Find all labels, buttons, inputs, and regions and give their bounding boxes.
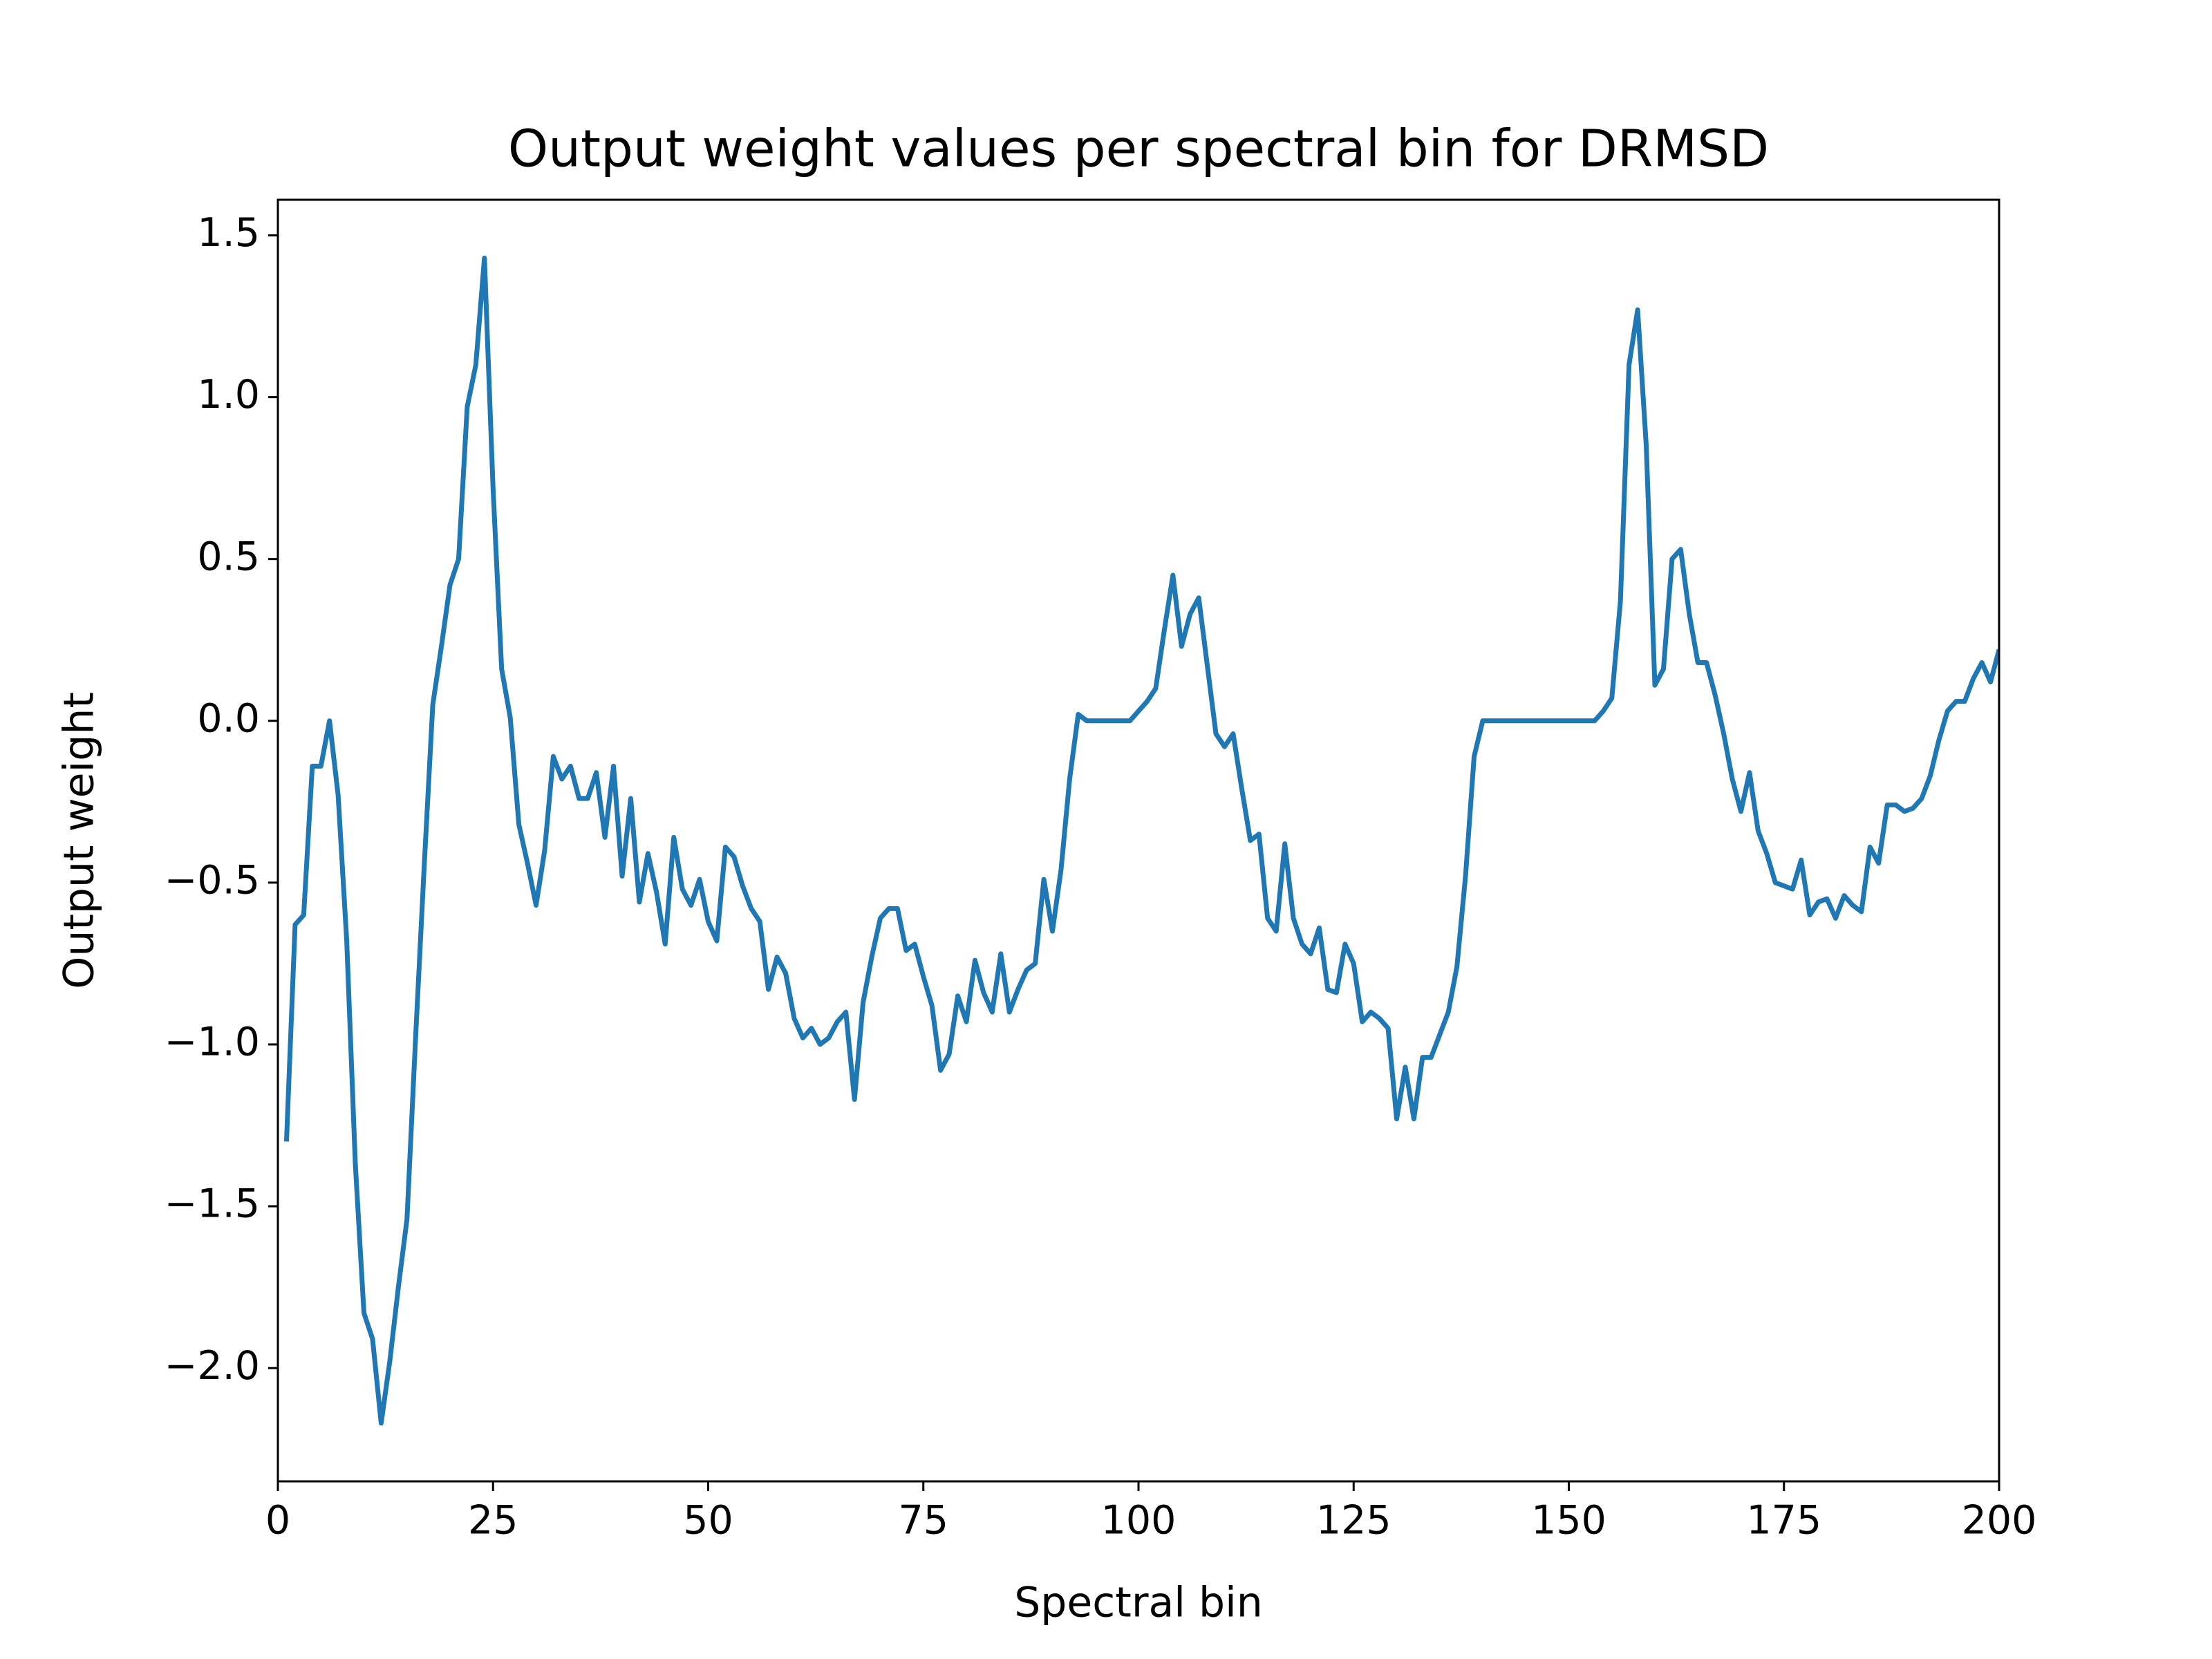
y-tick-label: −1.0	[165, 1020, 260, 1065]
y-tick-label: 1.5	[197, 210, 260, 256]
chart-title: Output weight values per spectral bin fo…	[508, 120, 1769, 179]
x-axis-label: Spectral bin	[1014, 1579, 1263, 1627]
y-axis-label: Output weight	[55, 692, 104, 989]
plot-frame	[276, 198, 2000, 1483]
x-tick-label: 125	[1316, 1498, 1391, 1544]
y-tick-label: −0.5	[165, 857, 260, 903]
x-tick-label: 200	[1962, 1498, 2037, 1544]
x-tick-label: 100	[1101, 1498, 1177, 1544]
data-line	[283, 255, 1999, 1426]
x-tick-label: 25	[468, 1498, 518, 1544]
x-tick-label: 50	[683, 1498, 733, 1544]
x-tick-label: 175	[1746, 1498, 1821, 1544]
y-tick-label: 0.0	[197, 695, 260, 741]
x-tick-label: 150	[1531, 1498, 1606, 1544]
y-tick-label: 1.0	[197, 372, 260, 418]
y-tick-label: 0.5	[197, 534, 260, 579]
y-tick-label: −2.0	[165, 1343, 260, 1389]
y-tick-label: −1.5	[165, 1181, 260, 1227]
x-tick-label: 75	[898, 1498, 948, 1544]
x-tick-label: 0	[265, 1498, 290, 1544]
